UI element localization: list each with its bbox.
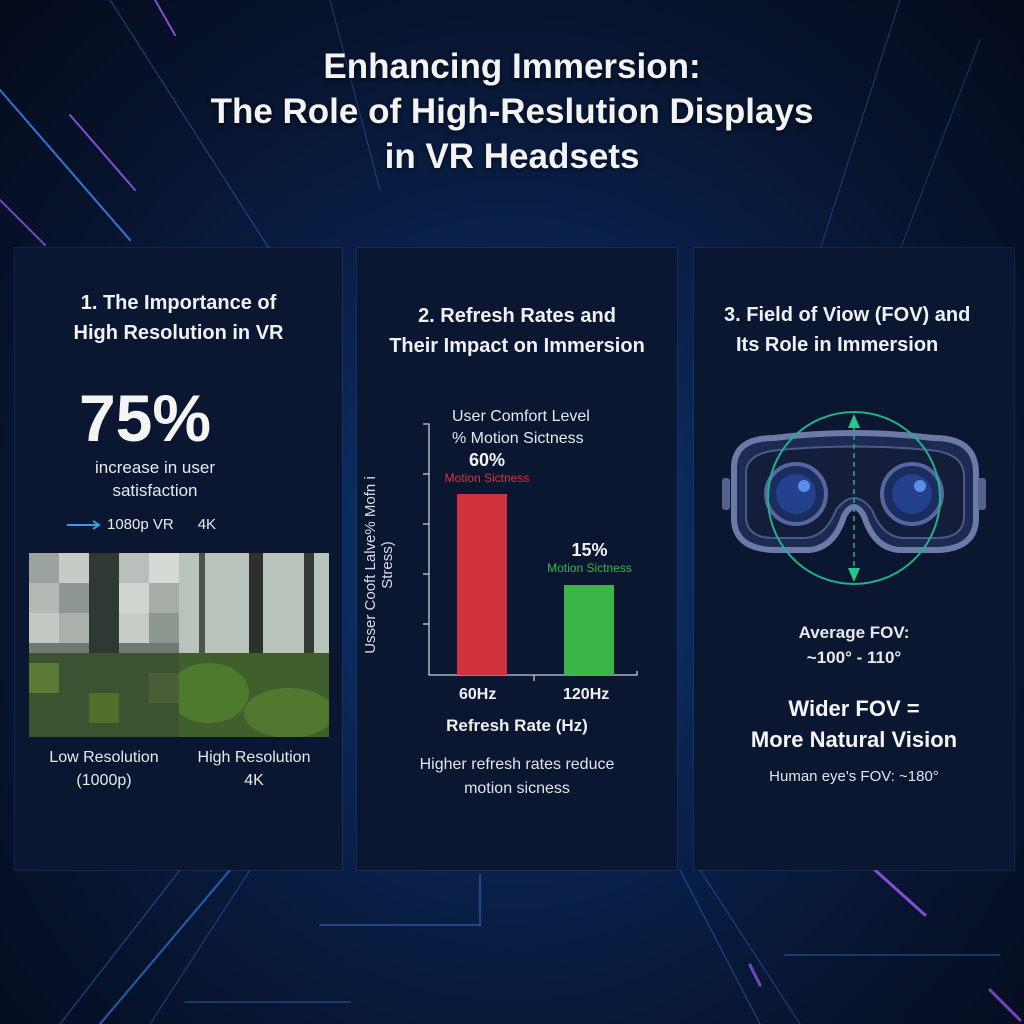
x-tick-60hz: 60Hz bbox=[459, 686, 497, 703]
bar-60hz bbox=[457, 494, 507, 675]
average-fov: Average FOV: ~100° - 110° bbox=[798, 623, 910, 667]
panel-refresh-rates: 2. Refresh Rates and Their Impact on Imm… bbox=[357, 248, 677, 870]
x-tick-120hz: 120Hz bbox=[563, 686, 610, 703]
caption-low-resolution: Low Resolution (1000p) bbox=[49, 749, 159, 789]
panel-heading: 2. Refresh Rates and Their Impact on Imm… bbox=[389, 305, 645, 357]
vr-goggles-icon bbox=[722, 411, 986, 585]
panel-field-of-view: 3. Field of Viow (FOV) and Its Role in I… bbox=[694, 248, 1014, 870]
chart-title: User Comfort Level % Motion Sictness bbox=[452, 408, 590, 447]
stat-caption: increase in user satisfaction bbox=[94, 458, 215, 500]
bar-120hz bbox=[564, 585, 614, 675]
refresh-note: Higher refresh rates reduce motion sicne… bbox=[419, 756, 615, 797]
bar-label-60hz: 60% Motion Sictness bbox=[444, 450, 530, 485]
arrow-up-icon bbox=[848, 414, 860, 428]
arrow-down-icon bbox=[848, 568, 860, 582]
fov-circle bbox=[767, 411, 941, 585]
bar-label-120hz: 15% Motion Sictness bbox=[547, 540, 632, 575]
sharp-forest-image bbox=[179, 553, 329, 737]
wider-fov-statement: Wider FOV = More Natural Vision bbox=[750, 696, 958, 752]
caption-high-resolution: High Resolution 4K bbox=[197, 749, 311, 789]
x-axis-label: Refresh Rate (Hz) bbox=[446, 716, 588, 735]
arrow-right-icon bbox=[67, 519, 101, 530]
resolution-legend: 1080p VR 4K bbox=[67, 516, 216, 533]
panel-heading: 3. Field of Viow (FOV) and Its Role in I… bbox=[724, 304, 971, 356]
chart-axes bbox=[423, 423, 638, 681]
pixelated-forest-image bbox=[29, 553, 179, 737]
refresh-rate-bar-chart: Usser Cooft Lalve% Mofn i Stress) User C… bbox=[357, 398, 677, 738]
page-title: Enhancing Immersion: The Role of High-Re… bbox=[210, 47, 814, 176]
stat-value: 75% bbox=[78, 381, 212, 455]
human-eye-fov: Human eye's FOV: ~180° bbox=[769, 768, 939, 785]
panel-heading: 1. The Importance of High Resolution in … bbox=[73, 292, 284, 344]
panel-resolution: 1. The Importance of High Resolution in … bbox=[15, 248, 342, 870]
